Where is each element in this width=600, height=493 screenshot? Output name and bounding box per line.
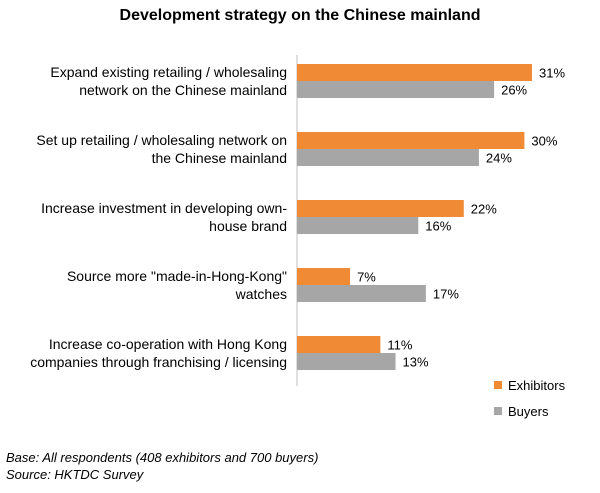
value-label-exhibitors-0: 31%	[539, 66, 565, 81]
legend: Exhibitors Buyers	[494, 378, 566, 419]
bar-buyers-0	[297, 81, 495, 98]
category-label-0-line-0: Expand existing retailing / wholesaling	[50, 64, 287, 80]
category-label-4-line-0: Increase co-operation with Hong Kong	[49, 336, 287, 352]
category-label-3-line-1: watches	[235, 286, 287, 302]
base-note: Base: All respondents (408 exhibitors an…	[6, 450, 319, 465]
bar-exhibitors-4	[297, 336, 381, 353]
category-labels: Expand existing retailing / wholesaling n…	[30, 64, 287, 370]
bar-exhibitors-2	[297, 200, 464, 217]
legend-swatch-buyers	[494, 407, 502, 415]
legend-label-buyers: Buyers	[508, 404, 549, 419]
source-note: Source: HKTDC Survey	[6, 467, 144, 482]
value-label-buyers-1: 24%	[486, 151, 512, 166]
bar-buyers-2	[297, 217, 419, 234]
legend-label-exhibitors: Exhibitors	[508, 378, 566, 393]
value-label-buyers-4: 13%	[403, 355, 429, 370]
category-label-4-line-1: companies through franchising / licensin…	[30, 354, 287, 370]
category-label-1-line-0: Set up retailing / wholesaling network o…	[36, 132, 287, 148]
value-label-exhibitors-4: 11%	[387, 338, 412, 353]
value-label-buyers-2: 16%	[425, 219, 451, 234]
category-label-0-line-1: network on the Chinese mainland	[79, 82, 287, 98]
value-label-buyers-0: 26%	[501, 83, 527, 98]
footnotes: Base: All respondents (408 exhibitors an…	[6, 449, 318, 483]
category-label-1-line-1: the Chinese mainland	[152, 150, 287, 166]
value-label-buyers-3: 17%	[433, 287, 459, 302]
bar-buyers-1	[297, 149, 479, 166]
value-label-exhibitors-1: 30%	[531, 134, 557, 149]
value-label-exhibitors-3: 7%	[357, 270, 376, 285]
bar-buyers-4	[297, 353, 396, 370]
category-label-2-line-1: house brand	[209, 218, 287, 234]
category-label-2-line-0: Increase investment in developing own-	[41, 200, 287, 216]
chart-title: Development strategy on the Chinese main…	[119, 7, 481, 24]
bar-buyers-3	[297, 285, 426, 302]
legend-swatch-exhibitors	[494, 381, 502, 389]
bar-exhibitors-3	[297, 268, 351, 285]
bar-exhibitors-0	[297, 64, 532, 81]
bar-exhibitors-1	[297, 132, 525, 149]
bars-layer: 31% 26% 30% 24% 22% 16% 7% 17% 11% 13%	[297, 64, 565, 370]
value-label-exhibitors-2: 22%	[471, 202, 497, 217]
category-label-3-line-0: Source more "made-in-Hong-Kong"	[67, 268, 287, 284]
